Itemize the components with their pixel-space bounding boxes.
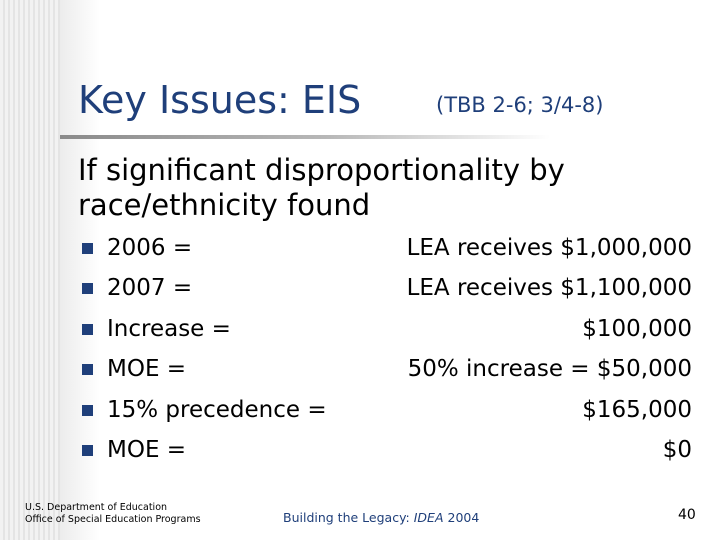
slide-title: Key Issues: EIS — [78, 78, 362, 122]
bullet-item-moe-increase: MOE = 50% increase = $50,000 — [82, 349, 692, 389]
footer-center-suffix: 2004 — [443, 510, 480, 525]
bullet-list: 2006 = LEA receives $1,000,000 2007 = LE… — [82, 228, 692, 470]
bullet-item-precedence: 15% precedence = $165,000 — [82, 390, 692, 430]
bullet-item-2007: 2007 = LEA receives $1,100,000 — [82, 268, 692, 308]
bullet-label: MOE = — [107, 356, 187, 383]
footer-center-idea: IDEA — [413, 510, 444, 525]
bullet-label: 2007 = — [107, 275, 193, 302]
bullet-value: $0 — [662, 436, 692, 463]
bullet-label: 15% precedence = — [107, 396, 327, 423]
page-number: 40 — [678, 507, 696, 523]
decorative-side-fade — [60, 0, 100, 540]
footer-dept-line2: Office of Special Education Programs — [25, 514, 201, 525]
footer-department: U.S. Department of Education Office of S… — [25, 502, 201, 526]
bullet-item-moe-zero: MOE = $0 — [82, 430, 692, 470]
bullet-value: $165,000 — [582, 396, 692, 423]
intro-text: If significant disproportionality by rac… — [78, 153, 565, 222]
footer-center-prefix: Building the Legacy: — [283, 510, 414, 525]
square-bullet-icon — [82, 444, 93, 456]
bullet-value: 50% increase = $50,000 — [407, 356, 692, 383]
title-divider — [60, 135, 550, 139]
bullet-value: LEA receives $1,100,000 — [406, 275, 692, 302]
decorative-side-stripes — [0, 0, 60, 540]
square-bullet-icon — [82, 404, 93, 416]
bullet-item-increase: Increase = $100,000 — [82, 309, 692, 349]
square-bullet-icon — [82, 243, 93, 254]
bullet-label: Increase = — [107, 315, 231, 342]
square-bullet-icon — [82, 283, 93, 295]
bullet-label: MOE = — [107, 436, 187, 463]
bullet-value: LEA receives $1,000,000 — [406, 235, 692, 261]
footer-dept-line1: U.S. Department of Education — [25, 502, 168, 513]
bullet-item-2006: 2006 = LEA receives $1,000,000 — [82, 228, 692, 268]
square-bullet-icon — [82, 323, 93, 335]
footer-center-text: Building the Legacy: IDEA 2004 — [283, 510, 479, 525]
square-bullet-icon — [82, 364, 93, 376]
bullet-label: 2006 = — [107, 235, 193, 261]
slide-subtitle: (TBB 2-6; 3/4-8) — [436, 93, 604, 117]
bullet-value: $100,000 — [582, 315, 692, 342]
